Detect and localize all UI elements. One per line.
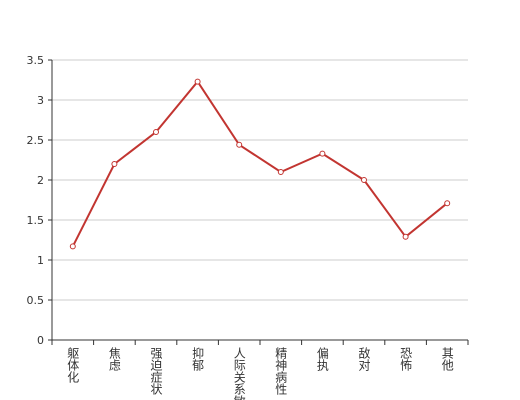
x-tick-label: 强迫症状 (149, 347, 163, 395)
y-tick-label: 3 (37, 94, 44, 107)
x-tick-label: 焦虑 (107, 347, 121, 371)
x-tick-label: 其他 (440, 347, 454, 371)
point (319, 150, 326, 157)
point (361, 177, 367, 183)
point (277, 169, 284, 175)
x-tick-label: 抑郁 (191, 346, 205, 372)
y-tick-label: 0 (37, 334, 44, 347)
point (111, 161, 118, 167)
y-tick-label: 1.5 (27, 214, 45, 227)
x-tick-label: 敌对 (357, 346, 371, 371)
x-tick-label: 人际关系敏感 (232, 347, 246, 400)
point (444, 200, 451, 207)
point (194, 78, 201, 85)
y-tick-label: 2.5 (27, 134, 45, 147)
y-tick-label: 0.5 (27, 294, 45, 307)
x-tick-label: 躯体化 (66, 346, 80, 384)
point (153, 129, 159, 135)
x-tick-label: 恐怖 (399, 347, 413, 371)
line (71, 79, 448, 247)
y-tick-label: 3.5 (27, 54, 45, 67)
point (236, 141, 243, 148)
x-tick-label: 偏执 (315, 346, 329, 372)
y-tick-label: 1 (37, 254, 44, 267)
point (69, 243, 76, 250)
x-tick-label: 精神病性 (274, 347, 288, 396)
point (402, 233, 409, 240)
y-tick-label: 2 (37, 174, 44, 187)
